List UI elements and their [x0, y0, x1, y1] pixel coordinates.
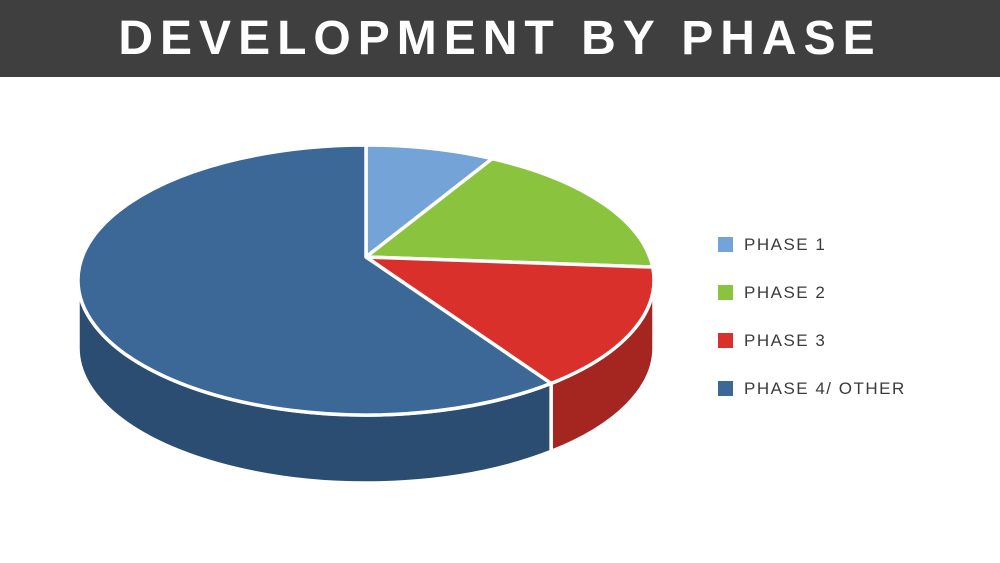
legend-swatch-phase-1-icon: [718, 237, 733, 252]
pie-slice-top-1: [364, 143, 495, 259]
legend-swatch-phase-4-icon: [718, 381, 733, 396]
legend-swatch-phase-3-icon: [718, 333, 733, 348]
legend-item-phase-3: PHASE 3: [718, 331, 906, 350]
title-bar: DEVELOPMENT BY PHASE: [0, 0, 1000, 77]
legend-swatch-phase-2-icon: [718, 285, 733, 300]
page-title: DEVELOPMENT BY PHASE: [118, 12, 882, 65]
legend-label-phase-1: PHASE 1: [744, 235, 827, 254]
pie-slice-top-2: [364, 156, 655, 269]
pie-slice-top-3: [364, 255, 656, 386]
legend-label-phase-3: PHASE 3: [744, 331, 827, 350]
legend: PHASE 1 PHASE 2 PHASE 3 PHASE 4/ OTHER: [718, 235, 906, 429]
legend-item-phase-1: PHASE 1: [718, 235, 906, 254]
pie-slice-top-4: [76, 143, 553, 417]
legend-item-phase-2: PHASE 2: [718, 283, 906, 302]
legend-label-phase-2: PHASE 2: [744, 283, 827, 302]
legend-label-phase-4: PHASE 4/ OTHER: [744, 379, 906, 398]
legend-item-phase-4: PHASE 4/ OTHER: [718, 379, 906, 398]
